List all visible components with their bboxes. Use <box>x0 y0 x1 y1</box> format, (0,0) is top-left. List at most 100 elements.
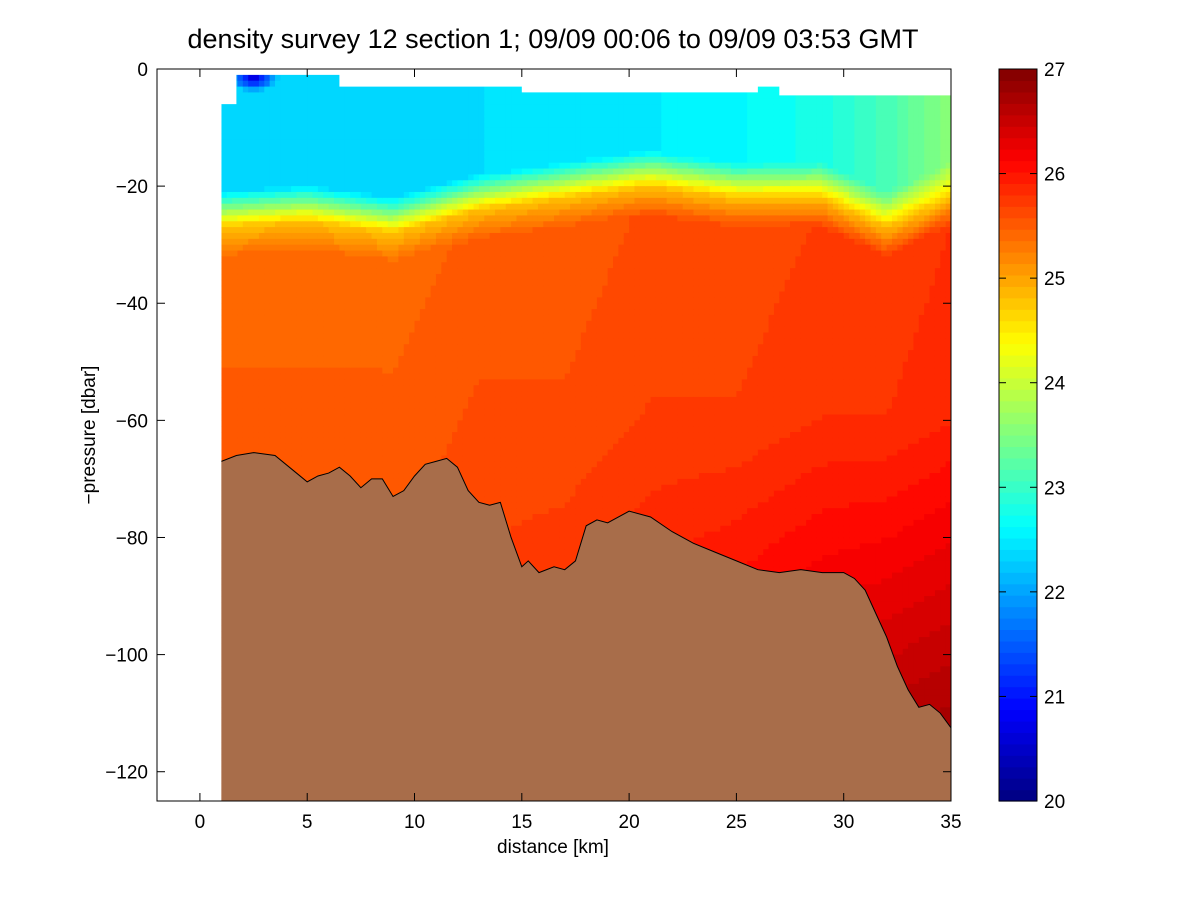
density-cell <box>301 320 308 328</box>
density-cell <box>248 332 255 339</box>
density-cell <box>430 350 437 357</box>
density-cell <box>350 162 357 170</box>
density-cell <box>334 373 340 380</box>
density-cell <box>366 297 373 304</box>
density-cell <box>403 314 410 322</box>
density-cell <box>291 115 298 123</box>
density-cell <box>355 174 362 181</box>
density-cell <box>419 232 426 240</box>
density-cell <box>269 186 276 193</box>
density-cell <box>387 408 394 416</box>
density-cell <box>275 215 281 222</box>
density-cell <box>398 156 405 164</box>
density-cell <box>280 443 287 451</box>
density-cell <box>312 262 319 269</box>
density-cell <box>258 338 265 345</box>
density-cell <box>398 314 405 322</box>
density-cell <box>419 244 426 252</box>
density-cell <box>253 109 260 117</box>
density-cell <box>221 437 228 445</box>
density-cell <box>237 344 244 351</box>
density-cell <box>414 426 421 433</box>
density-cell <box>355 361 362 369</box>
density-cell <box>264 420 271 427</box>
density-cell <box>334 209 340 216</box>
density-cell <box>317 80 324 88</box>
density-cell <box>323 232 330 240</box>
density-cell <box>344 426 351 433</box>
density-cell <box>339 361 346 369</box>
density-cell <box>280 385 287 392</box>
density-cell <box>323 455 330 462</box>
density-cell <box>237 408 244 416</box>
density-cell <box>419 379 426 386</box>
density-cell <box>430 373 437 380</box>
density-cell <box>253 232 260 240</box>
density-cell <box>366 86 373 94</box>
density-cell <box>414 156 421 164</box>
density-cell <box>291 449 298 457</box>
density-cell <box>344 186 351 193</box>
density-cell <box>312 402 319 410</box>
density-cell <box>307 379 314 386</box>
density-cell <box>232 244 239 252</box>
density-cell <box>414 385 421 392</box>
density-cell <box>339 303 346 310</box>
density-cell <box>221 326 228 334</box>
density-cell <box>339 332 346 339</box>
density-cell <box>366 191 373 199</box>
density-cell <box>242 273 249 281</box>
density-cell <box>296 309 303 316</box>
density-cell <box>382 115 389 123</box>
density-cell <box>280 104 287 111</box>
density-cell <box>280 350 287 357</box>
density-cell <box>419 92 426 99</box>
density-cell <box>232 279 239 287</box>
density-cell <box>269 209 276 216</box>
density-cell <box>285 115 292 123</box>
density-cell <box>393 109 400 117</box>
density-cell <box>366 150 373 158</box>
density-cell <box>344 344 351 351</box>
density-cell <box>414 186 421 193</box>
density-cell <box>366 92 373 99</box>
density-cell <box>366 215 373 222</box>
density-cell <box>398 279 405 287</box>
density-cell <box>307 262 314 269</box>
density-cell <box>264 268 271 275</box>
density-cell <box>323 174 330 181</box>
density-cell <box>419 408 426 416</box>
density-cell <box>317 238 324 246</box>
density-cell <box>296 121 303 129</box>
density-cell <box>398 186 405 193</box>
density-cell <box>339 145 346 152</box>
density-cell <box>339 443 346 451</box>
density-cell <box>360 367 367 375</box>
density-cell <box>285 309 292 316</box>
density-cell <box>232 139 239 146</box>
density-cell <box>242 238 249 246</box>
density-cell <box>371 262 378 269</box>
density-cell <box>387 215 394 222</box>
density-cell <box>312 461 319 468</box>
density-cell <box>285 238 292 246</box>
density-cell <box>275 80 281 88</box>
density-cell <box>419 104 426 111</box>
density-cell <box>339 344 346 351</box>
density-cell <box>382 449 389 457</box>
density-cell <box>409 396 416 404</box>
density-cell <box>301 186 308 193</box>
density-cell <box>414 86 421 94</box>
density-cell <box>414 139 421 146</box>
density-cell <box>248 402 255 410</box>
density-cell <box>291 121 298 129</box>
density-cell <box>409 127 416 135</box>
density-cell <box>296 109 303 117</box>
density-cell <box>253 221 260 228</box>
density-cell <box>269 344 276 351</box>
density-cell <box>382 373 389 380</box>
density-cell <box>409 350 416 357</box>
density-cell <box>269 221 276 228</box>
density-cell <box>221 215 228 222</box>
density-cell <box>328 408 335 416</box>
